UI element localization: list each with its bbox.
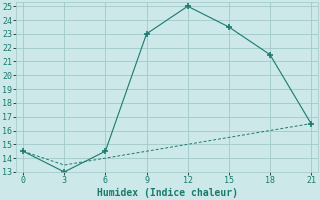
X-axis label: Humidex (Indice chaleur): Humidex (Indice chaleur) <box>97 188 237 198</box>
